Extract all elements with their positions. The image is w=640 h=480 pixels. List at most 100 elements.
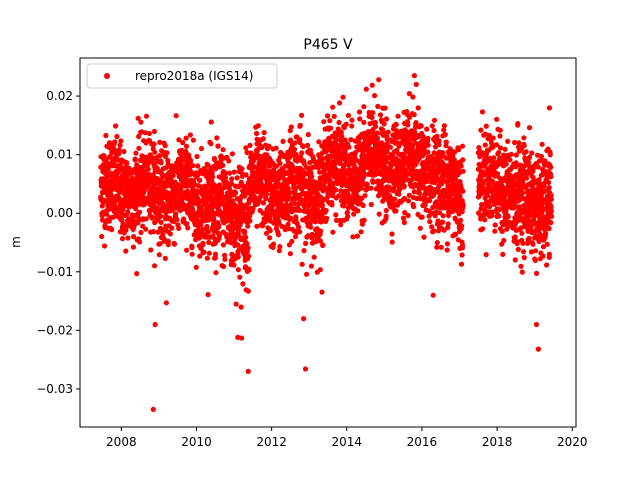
data-point — [336, 193, 342, 199]
data-point — [413, 81, 419, 87]
data-point — [440, 219, 446, 225]
data-point — [216, 233, 223, 239]
data-point — [482, 131, 488, 137]
data-point — [117, 202, 123, 208]
data-point — [176, 137, 182, 143]
data-point — [547, 152, 553, 158]
data-point — [205, 229, 212, 235]
data-point — [380, 127, 386, 133]
data-point — [401, 219, 407, 226]
data-point — [342, 137, 348, 143]
data-point — [277, 160, 283, 166]
data-point — [513, 152, 519, 158]
data-point — [460, 157, 466, 163]
data-point — [387, 144, 393, 150]
data-point — [170, 173, 176, 179]
data-point — [297, 207, 303, 213]
data-point — [288, 124, 294, 130]
data-point — [173, 211, 179, 217]
data-point — [511, 139, 518, 146]
data-point — [406, 192, 412, 198]
data-point — [132, 156, 138, 162]
data-point — [482, 217, 488, 223]
data-point — [99, 233, 105, 240]
data-point — [360, 202, 366, 209]
data-point — [220, 162, 226, 168]
data-point — [459, 223, 465, 229]
data-point — [333, 137, 339, 143]
data-point — [349, 123, 355, 129]
data-point — [183, 143, 190, 149]
data-point — [505, 214, 511, 220]
data-point — [373, 123, 379, 129]
data-point — [195, 163, 201, 169]
data-point — [429, 123, 435, 129]
data-point — [169, 225, 175, 231]
data-point — [416, 190, 422, 196]
data-point — [359, 221, 366, 227]
data-point — [235, 242, 241, 248]
data-point — [509, 180, 515, 186]
data-point — [287, 251, 293, 257]
data-point — [121, 148, 127, 155]
data-point — [358, 229, 364, 235]
data-point — [529, 150, 535, 156]
y-tick-label: −0.02 — [36, 323, 73, 337]
data-point — [200, 240, 206, 246]
data-point — [117, 142, 123, 148]
data-point — [507, 157, 513, 163]
data-point — [243, 145, 249, 151]
data-point — [401, 195, 408, 202]
data-point — [239, 166, 245, 172]
data-point — [303, 240, 309, 246]
data-point — [112, 139, 118, 145]
data-point — [123, 248, 129, 254]
data-point — [333, 187, 339, 193]
data-point — [317, 169, 323, 175]
data-point — [523, 185, 529, 191]
data-point — [364, 181, 370, 187]
data-point — [239, 335, 245, 341]
data-point — [136, 133, 142, 140]
data-point — [247, 218, 253, 224]
data-point — [197, 177, 203, 183]
data-point — [438, 244, 444, 250]
data-point — [431, 192, 437, 198]
data-point — [157, 241, 163, 247]
data-point — [426, 198, 433, 204]
data-point — [195, 212, 201, 219]
data-point — [188, 157, 194, 164]
data-point — [214, 135, 220, 141]
data-point — [521, 255, 527, 261]
y-tick-label: 0.00 — [46, 206, 73, 220]
data-point — [204, 223, 210, 230]
data-point — [401, 178, 407, 184]
legend-marker — [104, 73, 110, 79]
data-point — [137, 239, 143, 245]
data-point — [301, 316, 307, 322]
data-point — [259, 144, 265, 151]
data-point — [138, 119, 144, 125]
data-point — [319, 150, 325, 156]
data-point — [543, 230, 549, 236]
data-point — [422, 200, 429, 206]
data-point — [426, 213, 432, 219]
data-point — [320, 156, 326, 162]
data-point — [200, 226, 206, 232]
data-point — [361, 217, 367, 223]
data-point — [135, 115, 141, 121]
data-point — [450, 153, 456, 159]
data-point — [178, 155, 185, 161]
data-point — [520, 190, 526, 196]
data-point — [131, 234, 137, 240]
data-point — [163, 165, 169, 171]
data-point — [405, 198, 412, 204]
data-point — [216, 222, 222, 228]
data-point — [184, 221, 190, 227]
data-point — [183, 135, 189, 141]
data-point — [532, 248, 539, 254]
data-point — [284, 181, 290, 187]
data-point — [492, 228, 498, 234]
data-point — [213, 270, 219, 276]
data-point — [539, 141, 545, 147]
